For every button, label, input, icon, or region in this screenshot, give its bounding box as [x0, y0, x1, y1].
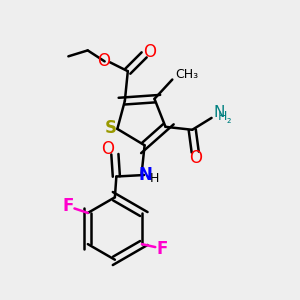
- Text: O: O: [98, 52, 110, 70]
- Text: F: F: [156, 240, 168, 258]
- Text: O: O: [190, 149, 202, 167]
- Text: S: S: [105, 119, 117, 137]
- Text: N: N: [138, 166, 152, 184]
- Text: O: O: [143, 44, 156, 62]
- Text: H: H: [149, 172, 159, 185]
- Text: F: F: [63, 197, 74, 215]
- Text: O: O: [101, 140, 115, 158]
- Text: N: N: [213, 105, 224, 120]
- Text: ₂: ₂: [226, 115, 231, 125]
- Text: CH₃: CH₃: [175, 68, 198, 81]
- Text: H: H: [218, 110, 227, 123]
